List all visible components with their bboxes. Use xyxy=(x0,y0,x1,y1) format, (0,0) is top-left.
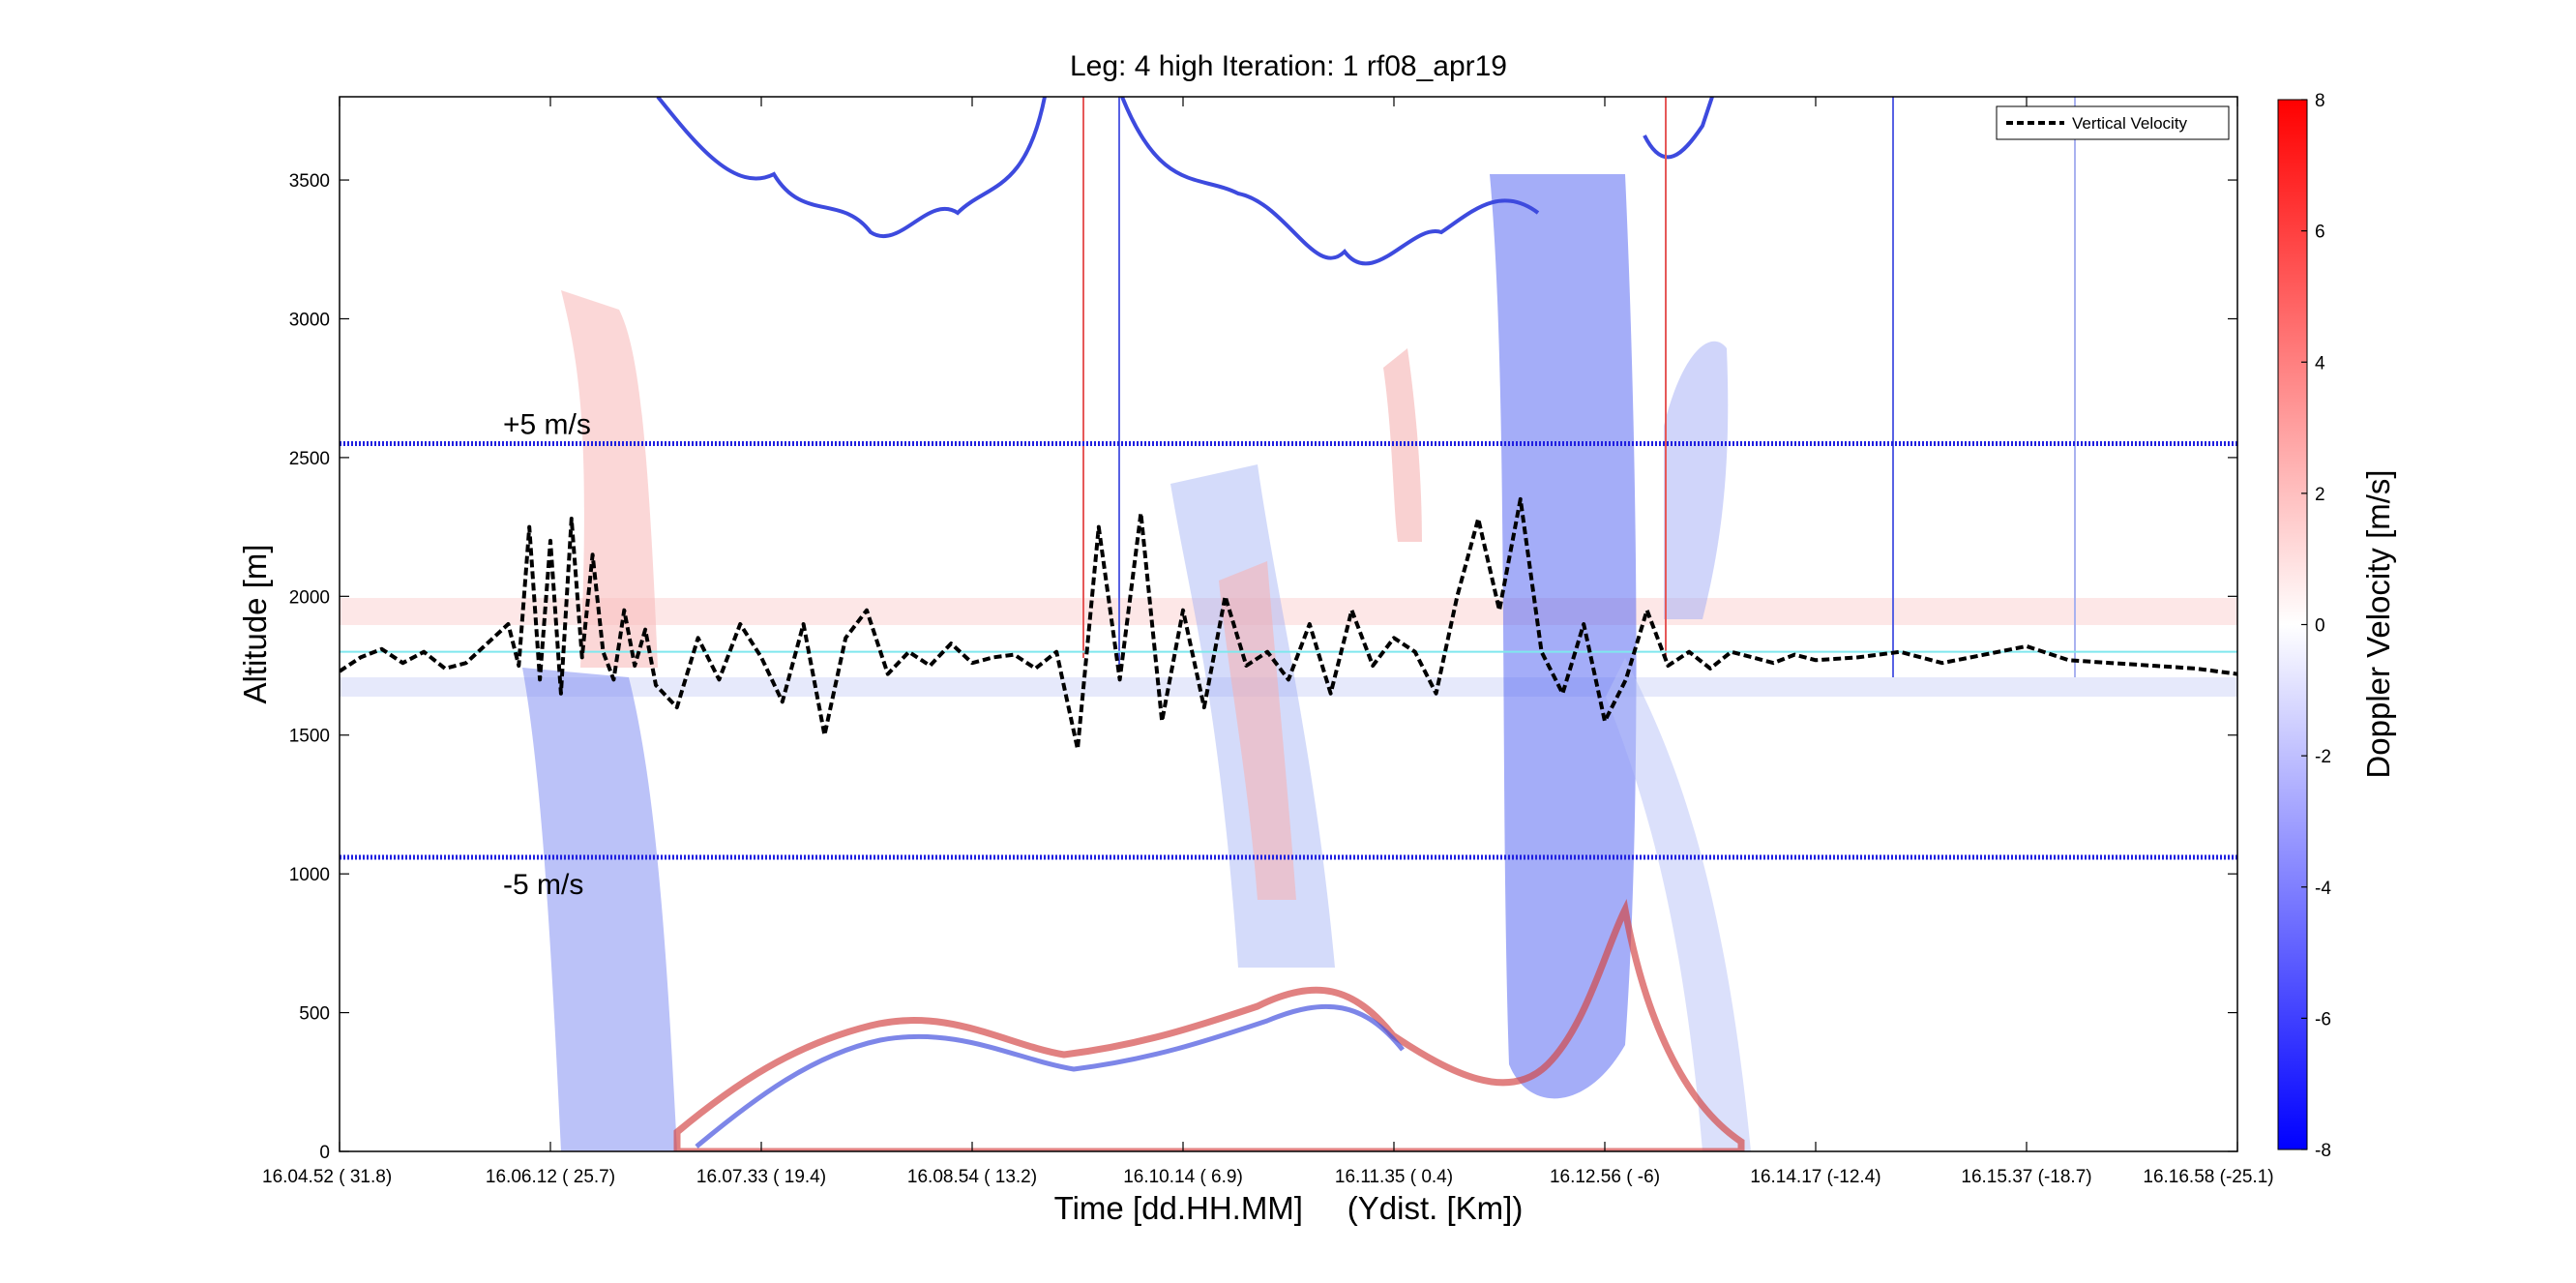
colorbar-tick-label: -8 xyxy=(2315,1141,2331,1161)
x-tick-label: 16.06.12 ( 25.7) xyxy=(486,1167,615,1187)
surface-clutter-blue xyxy=(695,1003,1405,1149)
cloud-top-echo xyxy=(656,97,1714,266)
x-tick-label: 16.15.37 (-18.7) xyxy=(1961,1167,2091,1187)
chart-title: Leg: 4 high Iteration: 1 rf08_apr19 xyxy=(1070,50,1507,82)
x-tick-label: 16.08.54 ( 13.2) xyxy=(907,1167,1037,1187)
echo-top-east xyxy=(1664,341,1729,619)
x-tick-label: 16.12.56 ( -6) xyxy=(1550,1167,1660,1187)
y-axis-title: Altitude [m] xyxy=(237,544,273,703)
y-tick-label: 2500 xyxy=(289,449,330,469)
legend: Vertical Velocity xyxy=(1996,105,2230,140)
colorbar-tick-label: 0 xyxy=(2315,616,2325,637)
colorbar-title: Doppler Velocity [m/s] xyxy=(2360,469,2396,778)
echo-downdraft-west xyxy=(522,668,677,1151)
echo-updraft-red xyxy=(1383,348,1422,542)
legend-label: Vertical Velocity xyxy=(2072,114,2188,133)
colorbar-tick-label: -6 xyxy=(2315,1009,2331,1029)
plot-frame xyxy=(339,96,2238,1152)
x-tick-label: 16.14.17 (-12.4) xyxy=(1750,1167,1880,1187)
annotations: +5 m/s -5 m/s xyxy=(503,409,591,901)
y-axis: 0 500 1000 1500 2000 2500 3000 3500 xyxy=(289,171,2237,1163)
echo-plume-center-red xyxy=(1219,561,1296,900)
echo-band-upper xyxy=(340,598,2237,625)
echo-anvil-east xyxy=(1606,658,1751,1151)
y-tick-label: 3500 xyxy=(289,171,330,192)
x-axis: 16.04.52 ( 31.8) 16.06.12 ( 25.7) 16.07.33… xyxy=(262,97,2274,1187)
x-tick-label: 16.11.35 ( 0.4) xyxy=(1335,1167,1453,1187)
y-tick-label: 1500 xyxy=(289,727,330,747)
y-tick-label: 500 xyxy=(299,1004,330,1025)
reference-lines xyxy=(340,441,2237,860)
legend-box xyxy=(1996,105,2230,140)
colorbar-tick-label: 8 xyxy=(2315,91,2325,111)
x-tick-label: 16.04.52 ( 31.8) xyxy=(262,1167,392,1187)
x-tick-label: 16.07.33 ( 19.4) xyxy=(696,1167,826,1187)
colorbar-tick-label: -2 xyxy=(2315,747,2331,767)
y-tick-label: 3000 xyxy=(289,310,330,330)
reference-line-label: +5 m/s xyxy=(503,409,591,441)
y-tick-label: 1000 xyxy=(289,865,330,885)
x-tick-label: 16.10.14 ( 6.9) xyxy=(1123,1167,1243,1187)
reference-line-label: -5 m/s xyxy=(503,869,583,901)
series-line-vertical-velocity xyxy=(340,496,2237,752)
colorbar-tick-label: 6 xyxy=(2315,223,2325,243)
colorbar-ticks: -8 -6 -4 -2 0 2 4 6 8 xyxy=(2301,91,2331,1161)
colorbar-tick-label: 2 xyxy=(2315,485,2325,505)
colorbar-tick-label: -4 xyxy=(2315,879,2331,899)
y-tick-label: 0 xyxy=(319,1143,330,1163)
echo-plume-west xyxy=(561,290,658,668)
colorbar: -8 -6 -4 -2 0 2 4 6 8 Doppler Velocity [m/s] xyxy=(2277,91,2396,1161)
surface-clutter xyxy=(673,899,1745,1151)
x-tick-label: 16.16.58 (-25.1) xyxy=(2143,1167,2273,1187)
x-axis-title: Time [dd.HH.MM] (Ydist. [Km]) xyxy=(1054,1190,1524,1226)
doppler-echo-field xyxy=(340,97,2237,1151)
echo-plume-center xyxy=(1170,464,1335,968)
y-tick-label: 2000 xyxy=(289,587,330,608)
echo-core-east xyxy=(1490,174,1637,1099)
colorbar-tick-label: 4 xyxy=(2315,353,2325,373)
series-layer xyxy=(340,496,2237,752)
